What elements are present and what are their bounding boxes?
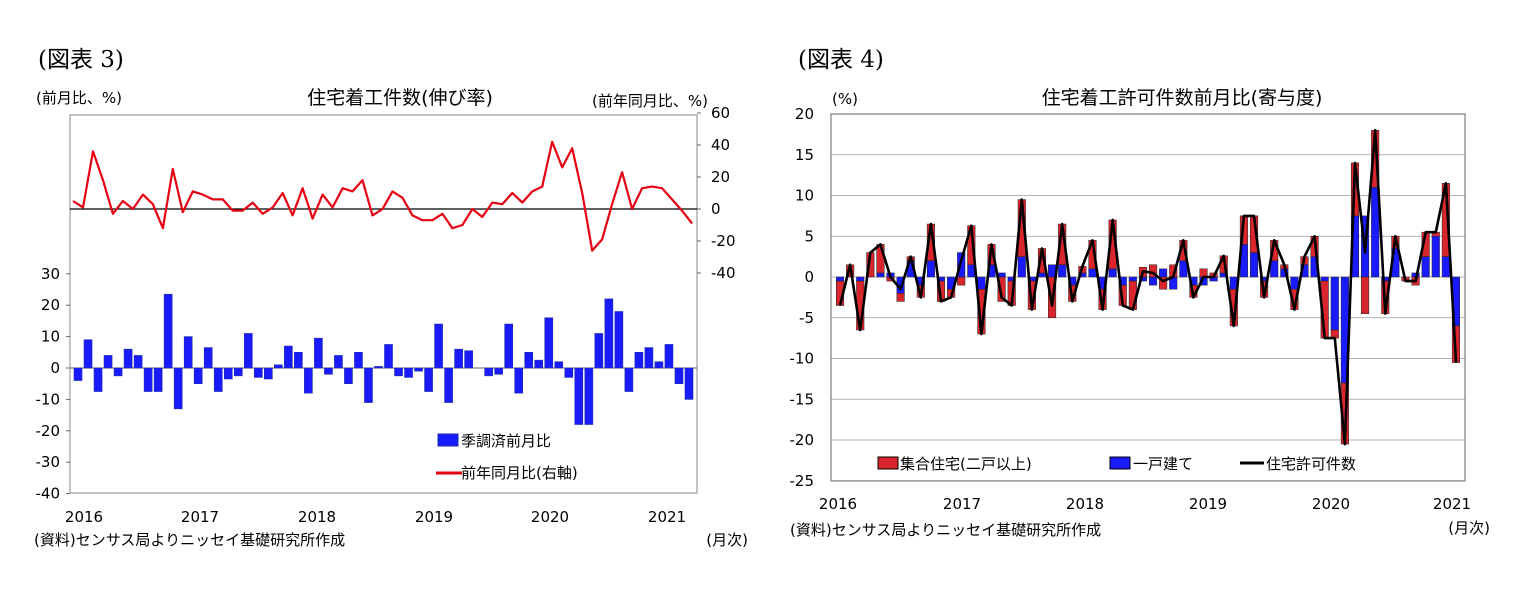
chart-3-bar — [454, 348, 463, 369]
chart-3-bar-series — [73, 293, 694, 425]
chart-3-bar — [404, 367, 413, 378]
chart-3-bar — [394, 367, 403, 377]
chart-3-bar — [223, 367, 233, 380]
chart-3-bar — [264, 367, 273, 380]
chart-3-plot-frame — [69, 114, 698, 494]
chart-3-bar — [324, 367, 333, 375]
chart-3-bar — [434, 323, 443, 369]
chart-3-bar — [294, 351, 303, 369]
chart-3-source: (資料)センサス局よりニッセイ基礎研究所作成 — [34, 531, 345, 549]
chart-3-left-tick-label: 20 — [41, 296, 60, 314]
chart-3-bar — [514, 367, 524, 394]
chart-3-bar — [384, 344, 393, 369]
chart-3-bar — [664, 344, 674, 369]
chart-3-bar — [504, 323, 514, 369]
chart-3-yoy-line — [72, 140, 693, 252]
figure-3-label: (図表 3) — [38, 47, 124, 73]
legend-label-monthly: 季調済前月比 — [461, 432, 551, 450]
chart-3-bar — [304, 367, 313, 394]
chart-3-bar — [344, 367, 353, 384]
chart-3-bar — [494, 367, 503, 375]
chart-3-bar — [274, 364, 283, 369]
chart-3-bar — [253, 367, 263, 378]
chart-3-bar — [173, 367, 183, 410]
chart-3-x-tick-label: 2018 — [298, 508, 336, 526]
chart-3-left-tick-label: 0 — [50, 359, 60, 377]
chart-3-bar — [203, 347, 213, 369]
chart-3-left-tick-label: 10 — [41, 328, 60, 346]
chart-3-bar — [314, 337, 323, 369]
chart-3-bar — [143, 367, 153, 392]
chart-3-right-tick-label: -20 — [711, 232, 736, 250]
chart-3-bar — [544, 317, 554, 369]
chart-3-right-tick-label: 60 — [711, 104, 730, 122]
chart-3-right-tick-label: 40 — [711, 136, 730, 154]
chart-3-bar — [674, 367, 684, 384]
chart-3-x-tick-label: 2016 — [65, 508, 103, 526]
chart-3-bar — [103, 355, 113, 369]
chart-3-bar — [183, 336, 193, 369]
chart-3-bar — [584, 367, 594, 425]
chart-3-bar — [684, 367, 694, 400]
chart-3-bar — [444, 367, 453, 403]
chart-3-bar — [464, 350, 473, 369]
chart-3-left-tick-label: -30 — [36, 453, 61, 471]
chart-3-bar — [163, 293, 173, 369]
chart-3-x-unit: (月次) — [706, 531, 748, 549]
chart-3-bar — [574, 367, 584, 425]
chart-3-bar — [243, 333, 253, 369]
chart-3-x-tick-label: 2021 — [648, 508, 686, 526]
chart-3-bar — [374, 366, 383, 369]
chart-3-bar — [354, 351, 363, 369]
chart-3-legend: 季調済前月比 前年同月比(右軸) — [436, 432, 578, 482]
chart-3-left-unit: (前月比、%) — [36, 89, 122, 107]
chart-3-bar — [93, 367, 103, 392]
chart-3-bar — [624, 367, 634, 392]
chart-3-bar — [594, 333, 604, 369]
chart-3-x-tick-label: 2017 — [181, 508, 219, 526]
chart-3-bar — [654, 361, 664, 369]
chart-3-bar — [414, 367, 423, 372]
chart-3-bar — [83, 339, 93, 369]
chart-3-x-tick-label: 2020 — [531, 508, 569, 526]
chart-3-bar — [113, 367, 123, 377]
chart-3-bar — [73, 367, 83, 381]
chart-3-bar — [364, 367, 373, 403]
chart-3-left-tick-label: -20 — [36, 422, 61, 440]
chart-3-bar — [424, 367, 433, 392]
chart-3-left-tick-label: 30 — [41, 265, 60, 283]
chart-3-bar — [284, 345, 293, 369]
chart-3-right-tick-label: -40 — [711, 264, 736, 282]
chart-3-bar — [524, 351, 534, 369]
chart-3-bar — [334, 355, 343, 369]
chart-3-bar — [564, 367, 574, 378]
chart-3-right-tick-label: 20 — [711, 168, 730, 186]
chart-3-title: 住宅着工件数(伸び率) — [307, 87, 493, 109]
chart-3-bar — [213, 367, 223, 392]
chart-3-line-series — [72, 140, 693, 252]
chart-3-bar — [634, 351, 644, 369]
chart-3-left-tick-label: -40 — [36, 485, 61, 503]
chart-3-bar — [554, 361, 564, 369]
chart-3-bar — [133, 355, 143, 369]
chart-3-left-tick-label: -10 — [36, 390, 61, 408]
chart-3-bar — [193, 367, 203, 384]
chart-3-x-tick-label: 2019 — [415, 508, 453, 526]
chart-3-bar — [123, 348, 133, 369]
chart-3-bar — [614, 311, 624, 369]
chart-3-right-unit: (前年同月比、%) — [592, 92, 708, 110]
chart-3-bar — [233, 367, 243, 377]
chart-3-bar — [153, 367, 163, 392]
chart-3-bar — [604, 298, 614, 369]
chart-3-bar — [534, 359, 544, 369]
legend-label-yoy: 前年同月比(右軸) — [461, 464, 578, 482]
chart-3-bar — [484, 367, 493, 377]
legend-swatch-monthly — [437, 433, 459, 447]
chart-3-right-tick-label: 0 — [711, 200, 721, 218]
chart-3-bar — [644, 347, 654, 369]
